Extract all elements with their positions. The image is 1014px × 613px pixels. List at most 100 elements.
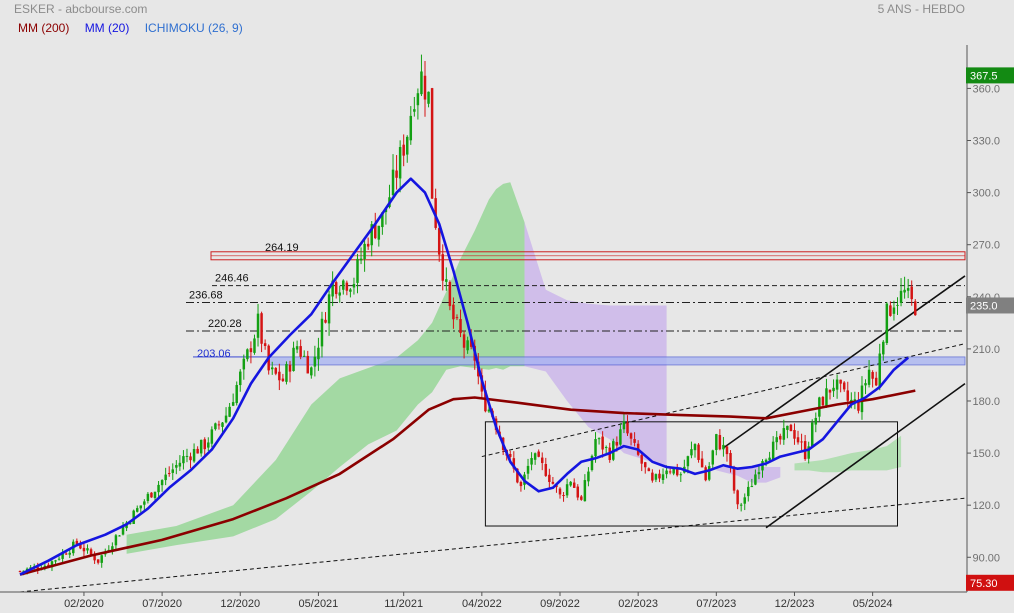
consolidation-box xyxy=(484,421,898,527)
candle-body xyxy=(629,433,633,439)
candle-body xyxy=(896,304,899,306)
trendline xyxy=(19,497,966,593)
y-tick-label: 210.0 xyxy=(972,344,1000,356)
candle-body xyxy=(754,474,757,485)
candle-body xyxy=(885,303,889,344)
x-tick-label: 02/2023 xyxy=(618,598,658,610)
x-tick-label: 12/2020 xyxy=(220,598,260,610)
candle-body xyxy=(771,441,775,460)
candle-body xyxy=(246,349,249,360)
candle-body xyxy=(551,481,555,484)
candle-body xyxy=(231,402,235,406)
y-tick-label: 180.0 xyxy=(972,396,1000,408)
candle-body xyxy=(359,258,363,261)
candle-body xyxy=(260,313,263,344)
ma200-line xyxy=(19,389,916,576)
candle-body xyxy=(580,496,583,500)
candle-body xyxy=(548,474,551,482)
candle-body xyxy=(118,535,121,537)
trendline xyxy=(481,343,966,458)
candle-body xyxy=(455,317,459,319)
candle-body xyxy=(402,144,405,156)
axes-layer: 360.0330.0300.0270.0240.0210.0180.0150.0… xyxy=(0,45,1014,610)
candle-body xyxy=(139,505,143,509)
candle-body xyxy=(345,282,349,291)
candle-body xyxy=(821,396,825,406)
candle-body xyxy=(196,448,199,454)
price-levels-layer: 264.19 246.46 236.68 220.28 203.06 xyxy=(186,242,966,366)
candle-body xyxy=(313,356,317,367)
legend-ichimoku[interactable]: ICHIMOKU (26, 9) xyxy=(144,21,243,35)
legend-ma20[interactable]: MM (20) xyxy=(84,21,130,35)
candle-body xyxy=(445,279,448,282)
candle-body xyxy=(526,465,530,474)
candle-body xyxy=(221,422,224,427)
candle-body xyxy=(519,481,523,487)
candle-body xyxy=(604,446,608,448)
candle-body xyxy=(835,379,839,390)
candle-body xyxy=(729,453,732,467)
candle-body xyxy=(128,522,132,524)
price-badge xyxy=(966,67,1014,84)
candle-body xyxy=(352,283,356,288)
candle-body xyxy=(487,409,491,412)
candle-body xyxy=(157,484,160,493)
candle-body xyxy=(285,364,288,382)
candle-body xyxy=(302,355,306,357)
candle-body xyxy=(651,472,654,481)
candle-body xyxy=(132,510,135,524)
candle-body xyxy=(331,280,334,297)
candle-body xyxy=(121,526,125,535)
candle-body xyxy=(150,492,153,498)
candle-body xyxy=(743,497,746,504)
candle-body xyxy=(256,313,260,338)
candle-body xyxy=(64,553,68,555)
candle-body xyxy=(874,377,878,386)
candle-body xyxy=(619,429,622,445)
candle-body xyxy=(370,224,373,246)
candle-body xyxy=(96,559,100,563)
candle-body xyxy=(175,465,178,468)
candle-body xyxy=(675,467,679,476)
candle-body xyxy=(342,280,345,290)
candle-body xyxy=(750,486,754,488)
candle-body xyxy=(146,493,150,501)
candle-body xyxy=(850,399,853,402)
legend-ma200[interactable]: MM (200) xyxy=(18,21,70,35)
candle-body xyxy=(235,385,238,404)
candle-body xyxy=(509,453,512,457)
candle-body xyxy=(878,353,881,387)
trendline xyxy=(765,382,966,529)
candle-body xyxy=(810,422,814,447)
candle-body xyxy=(189,456,192,461)
candle-body xyxy=(842,382,846,390)
candle-body xyxy=(562,495,565,497)
candle-body xyxy=(317,347,320,360)
candle-body xyxy=(707,466,711,480)
candle-body xyxy=(356,258,359,283)
candle-body xyxy=(75,540,79,544)
candle-body xyxy=(239,371,242,386)
candle-body xyxy=(839,379,842,384)
candle-body xyxy=(413,109,416,112)
candle-body xyxy=(292,347,295,372)
candle-body xyxy=(484,390,487,412)
candle-body xyxy=(278,371,281,381)
y-tick-label: 270.0 xyxy=(972,240,1000,252)
candle-body xyxy=(349,289,352,292)
candle-body xyxy=(597,438,601,440)
candle-body xyxy=(544,464,548,476)
candle-body xyxy=(867,369,871,385)
price-badge xyxy=(966,574,1014,591)
candle-body xyxy=(679,474,683,476)
candle-body xyxy=(814,417,818,425)
ma20-line xyxy=(19,177,910,576)
candle-body xyxy=(832,387,835,392)
candle-body xyxy=(68,552,71,555)
candle-body xyxy=(430,88,434,199)
candle-body xyxy=(594,439,597,457)
x-tick-label: 09/2022 xyxy=(540,598,580,610)
candle-body xyxy=(757,472,761,475)
candle-body xyxy=(391,169,395,196)
